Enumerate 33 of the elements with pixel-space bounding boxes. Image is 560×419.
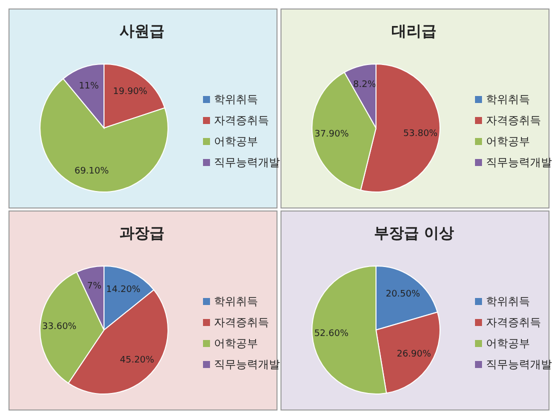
legend-label: 학위취득 (486, 295, 530, 308)
data-label: 69.10% (74, 166, 110, 177)
data-label: 33.60% (42, 322, 77, 332)
legend-label: 학위취득 (214, 295, 258, 308)
legend-label: 자격증취득 (214, 316, 269, 330)
data-label: 37.90% (314, 130, 350, 140)
legend-label: 직무능력개발 (486, 358, 552, 372)
legend-label: 학위취득 (486, 93, 530, 106)
legend-label: 학위취득 (214, 93, 258, 106)
data-label: 14.20% (106, 285, 141, 296)
legend-label: 직무능력개발 (214, 156, 280, 170)
chart-title: 부장급 이상 (374, 224, 454, 242)
data-label: 52.60% (314, 329, 349, 340)
legend-label: 자격증취득 (486, 316, 541, 330)
legend-label: 어학공부 (486, 337, 530, 350)
chart-title: 사원급 (120, 22, 164, 40)
legend-label: 직무능력개발 (486, 156, 552, 170)
data-label: 19.90% (113, 87, 148, 98)
legend-label: 직무능력개발 (214, 358, 280, 372)
data-label: 20.50% (386, 290, 420, 300)
data-label: 53.80% (403, 128, 438, 139)
chart-title: 대리급 (392, 22, 436, 40)
legend-label: 어학공부 (214, 135, 258, 148)
legend-label: 어학공부 (214, 337, 258, 350)
legend-label: 자격증취득 (214, 114, 269, 128)
data-label: 45.20% (120, 356, 155, 366)
data-label: 7% (87, 282, 102, 292)
legend-label: 어학공부 (486, 135, 530, 148)
data-label: 26.90% (396, 349, 432, 360)
data-label: 8.2% (353, 80, 376, 90)
data-label: 11% (78, 81, 100, 92)
legend-label: 자격증취득 (486, 114, 541, 128)
chart-title: 과장급 (120, 224, 164, 242)
